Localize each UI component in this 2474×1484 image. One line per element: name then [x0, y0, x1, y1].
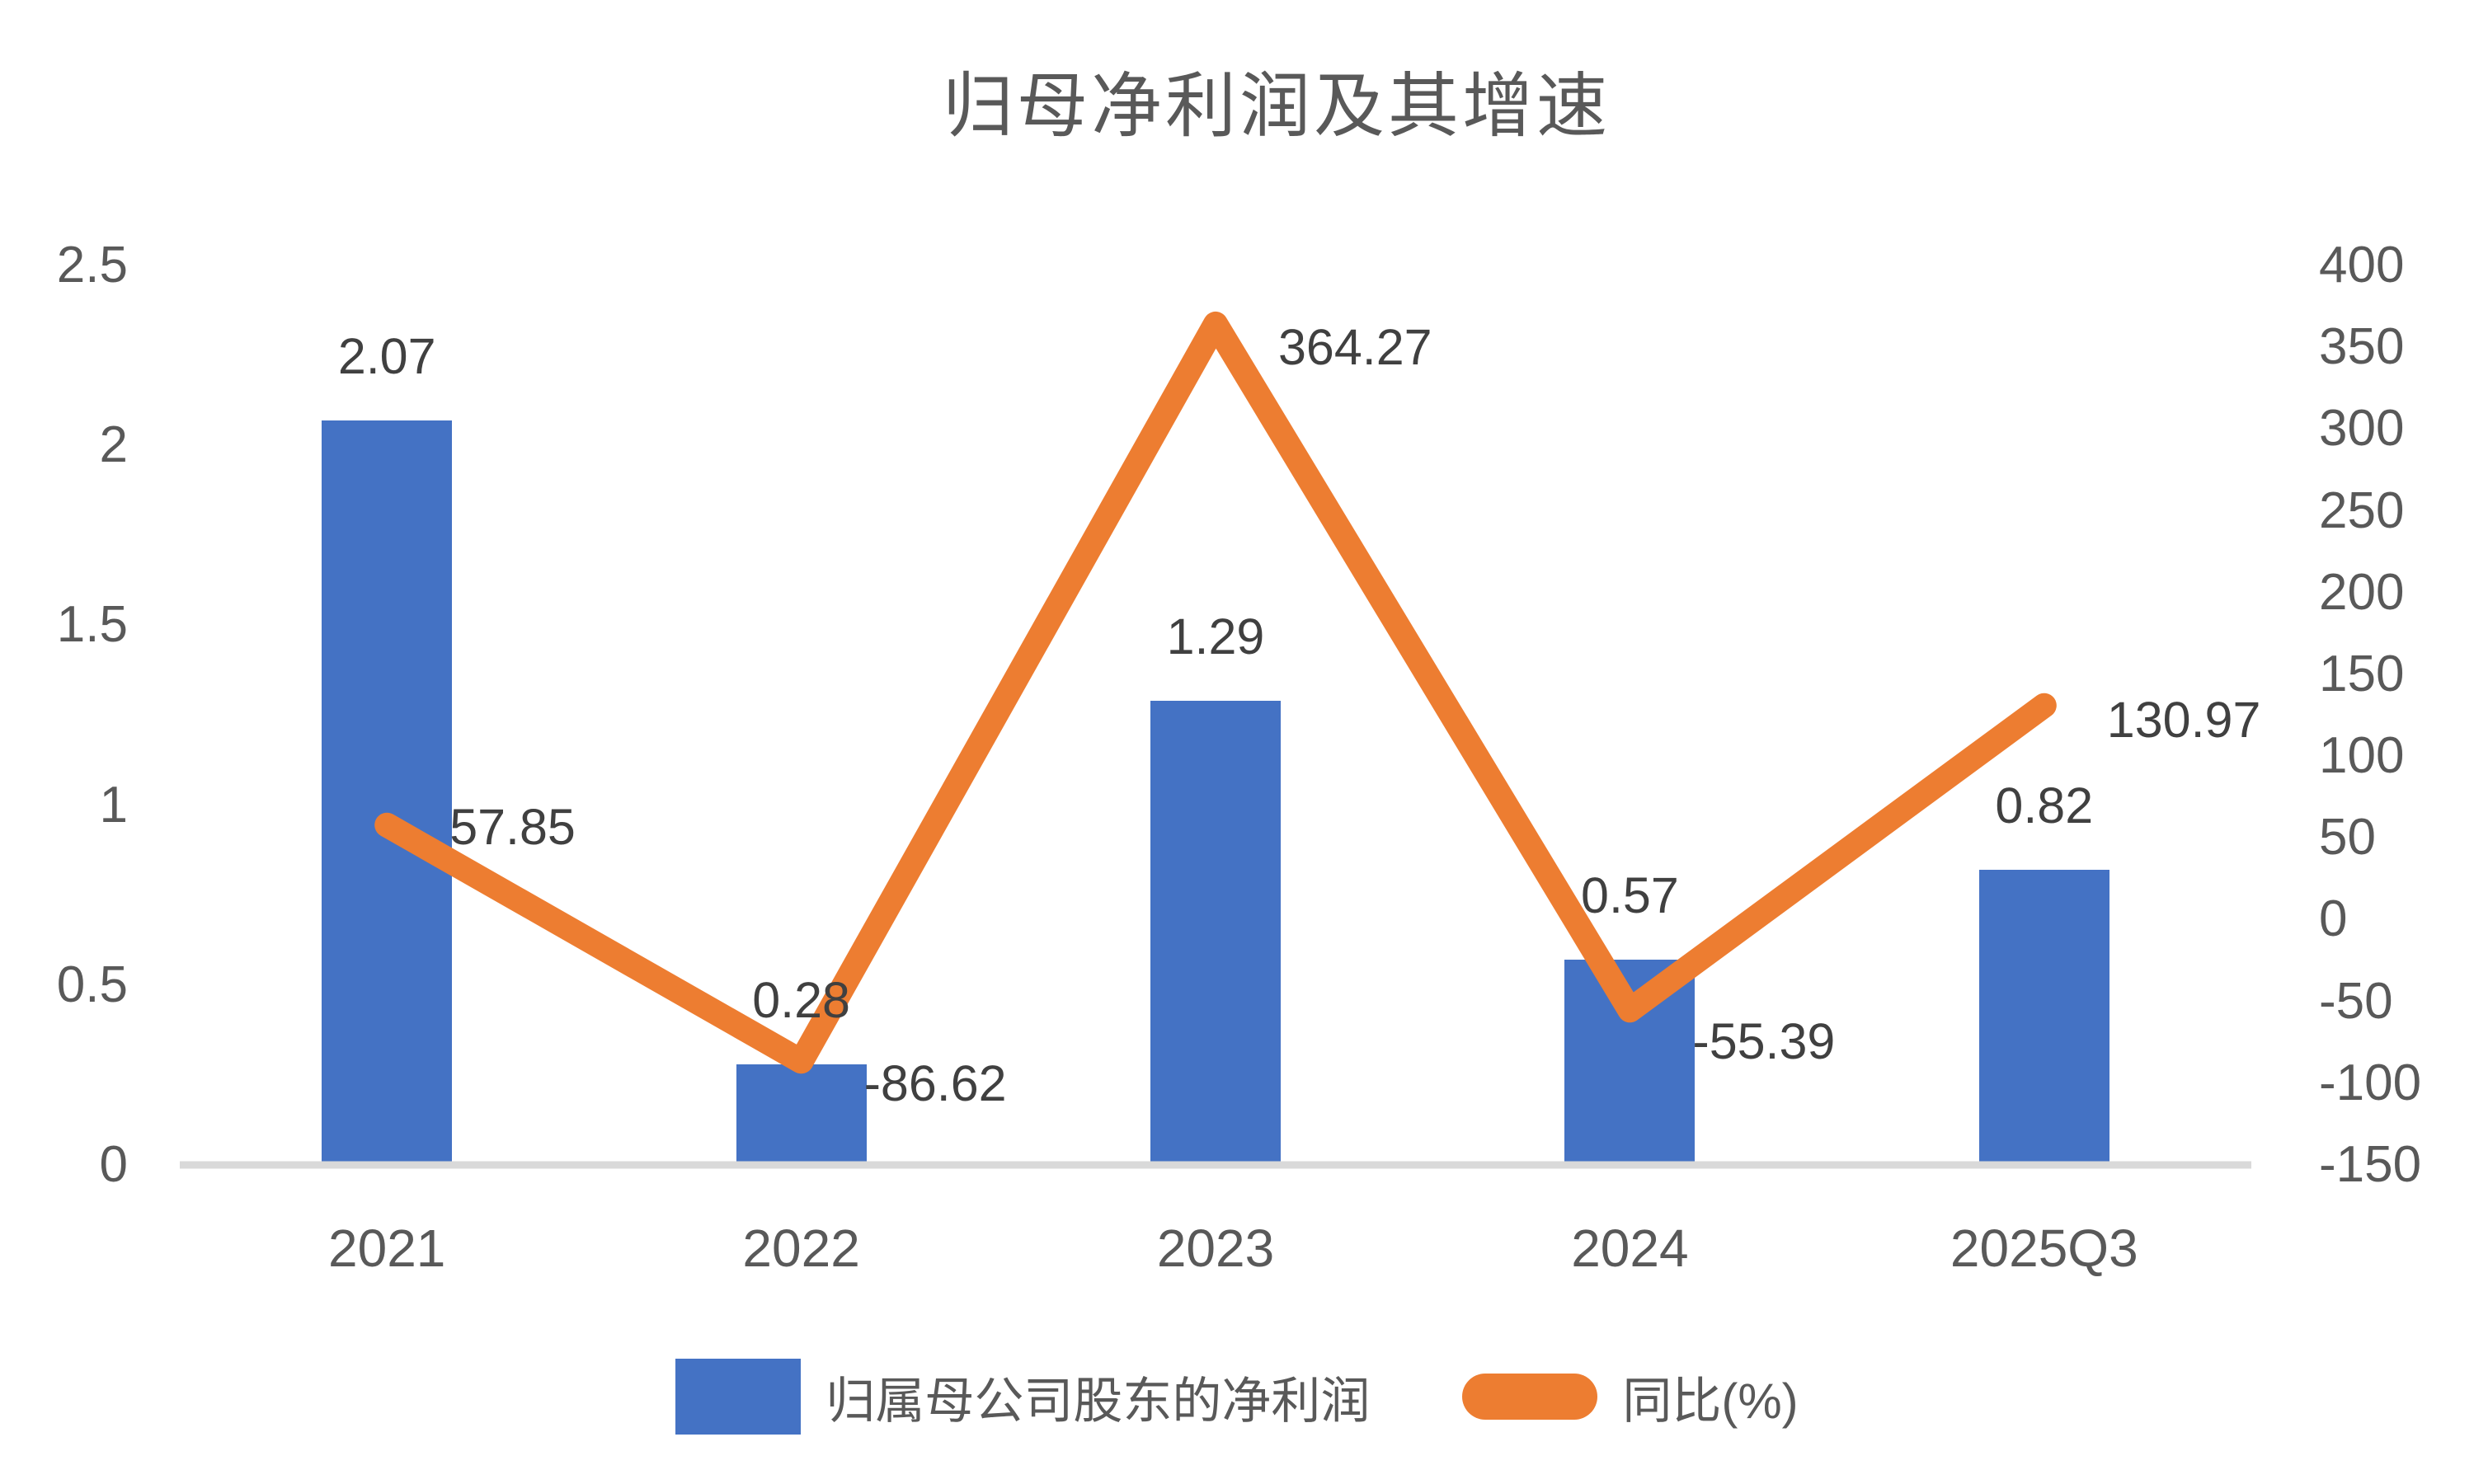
- chart-title: 归母净利润及其增速: [943, 67, 1611, 146]
- line-value-label-2022: -86.62: [863, 1055, 1007, 1112]
- right-axis-tick-label: 50: [2319, 809, 2376, 866]
- line-value-label-2025Q3: 130.97: [2106, 691, 2261, 748]
- bar-value-label-2024: 0.57: [1581, 867, 1679, 924]
- legend-line-swatch-icon: [1462, 1374, 1598, 1420]
- x-axis-label-2021: 2021: [328, 1219, 446, 1278]
- legend-bar-swatch-icon: [675, 1359, 802, 1435]
- right-axis-tick-label: -150: [2319, 1136, 2422, 1193]
- growth-line: [374, 311, 2057, 1074]
- right-axis-tick-label: -100: [2319, 1054, 2422, 1111]
- left-axis-tick-label: 0.5: [56, 956, 128, 1013]
- bar-value-label-2021: 2.07: [337, 327, 436, 384]
- legend-label-yoy: 同比(%): [1622, 1373, 1799, 1429]
- right-axis-tick-label: 200: [2319, 563, 2405, 621]
- bar-2022: [736, 1064, 867, 1165]
- bar-value-label-2022: 0.28: [752, 971, 850, 1028]
- bar-2023: [1150, 701, 1281, 1165]
- right-axis-tick-label: -50: [2319, 972, 2393, 1030]
- right-axis-tick-label: 0: [2319, 890, 2348, 948]
- left-axis-tick-label: 2: [99, 416, 128, 474]
- legend-item-yoy: 同比(%): [1462, 1361, 1799, 1433]
- x-axis-label-2023: 2023: [1156, 1219, 1275, 1278]
- line-value-label-2021: 57.85: [449, 798, 576, 855]
- left-axis-tick-label: 1: [99, 776, 128, 834]
- right-axis-tick-label: 300: [2319, 400, 2405, 458]
- left-axis-tick-label: 1.5: [56, 596, 128, 654]
- bar-2021: [322, 420, 453, 1165]
- right-axis-tick-label: 350: [2319, 318, 2405, 376]
- legend-label-net-profit: 归属母公司股东的净利润: [825, 1373, 1371, 1429]
- bar-value-label-2025Q3: 0.82: [1995, 777, 2094, 834]
- x-axis-label-2022: 2022: [742, 1219, 860, 1278]
- bar-2025Q3: [1978, 870, 2109, 1165]
- right-axis-tick-label: 150: [2319, 645, 2405, 702]
- line-value-label-2024: -55.39: [1692, 1013, 1836, 1070]
- right-axis-tick-label: 250: [2319, 481, 2405, 539]
- right-axis-tick-label: 400: [2319, 237, 2405, 294]
- right-axis-tick-label: 100: [2319, 727, 2405, 785]
- left-axis-tick-label: 0: [99, 1136, 128, 1193]
- bar-value-label-2023: 1.29: [1166, 608, 1265, 665]
- legend-item-net-profit: 归属母公司股东的净利润: [675, 1359, 1370, 1435]
- left-axis-tick-label: 2.5: [56, 237, 128, 294]
- x-axis-label-2024: 2024: [1571, 1219, 1689, 1278]
- x-axis-label-2025Q3: 2025Q3: [1950, 1219, 2138, 1278]
- legend: 归属母公司股东的净利润 同比(%): [0, 1350, 2474, 1443]
- line-value-label-2023: 364.27: [1278, 318, 1432, 375]
